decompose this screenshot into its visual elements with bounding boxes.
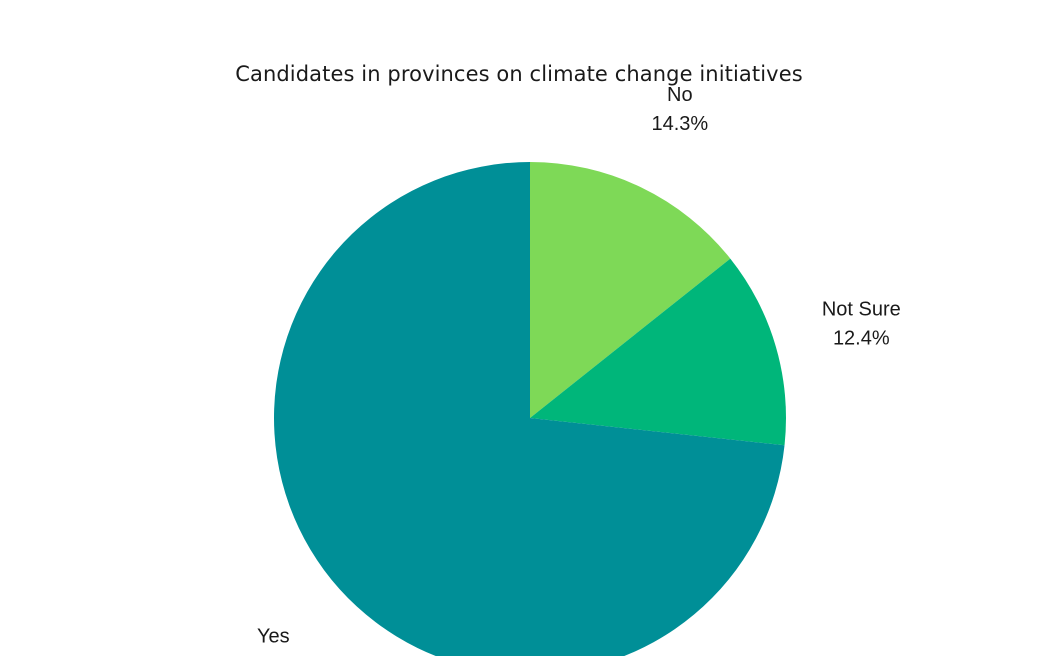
slice-label-not-sure: Not Sure <box>822 299 901 321</box>
slice-value-yes: 73.3% <box>245 655 302 656</box>
pie-slice-no <box>530 162 731 418</box>
pie-labels: No 14.3% Not Sure 12.4% Yes 73.3% <box>245 84 901 656</box>
slice-label-no: No <box>667 84 693 106</box>
pie-slice-yes <box>274 162 785 656</box>
pie-slice-not-sure <box>530 258 786 446</box>
chart-title: Candidates in provinces on climate chang… <box>235 62 803 86</box>
slice-value-no: 14.3% <box>651 113 708 135</box>
slice-value-not-sure: 12.4% <box>833 328 890 350</box>
pie-slices <box>274 162 786 656</box>
slice-label-yes: Yes <box>257 626 290 648</box>
